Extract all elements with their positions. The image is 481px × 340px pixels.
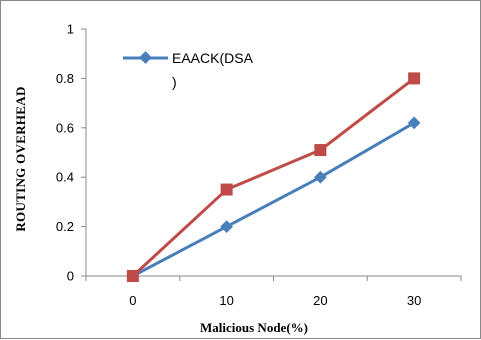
axes [81,28,462,281]
y-tick-label: 0.8 [56,71,74,86]
data-point-diamond [407,116,421,130]
data-point-diamond [220,220,233,233]
y-tick-label: 0.4 [56,170,74,185]
data-point-square [126,270,139,282]
data-point-square [220,183,233,196]
x-tick-label: 0 [129,293,136,308]
y-tick-label: 0.2 [56,219,74,234]
legend-diamond-marker [139,51,152,64]
y-tick-label: 1 [67,22,74,37]
y-tick-label: 0.6 [56,120,74,135]
legend-entry-line2: ) [172,74,177,90]
data-point-square [408,72,421,85]
x-axis-label: Malicious Node(%) [200,320,308,335]
series-line [132,121,415,278]
y-tick-labels: 0 0.2 0.4 0.6 0.8 1 [56,22,74,284]
data-point-diamond [314,170,327,184]
series-0 [126,116,421,283]
x-tick-label: 20 [313,293,327,308]
x-tick-label: 30 [407,293,421,308]
y-axis-label: ROUTING OVERHEAD [13,86,28,231]
x-tick-labels: 0 10 20 30 [129,293,421,308]
y-tick-label: 0 [67,269,74,284]
x-tick-label: 10 [219,293,233,308]
series-1 [126,72,421,282]
series-layer [126,72,421,283]
series-line [131,77,416,278]
legend: EAACK(DSA ) [123,50,254,90]
data-point-square [314,144,327,157]
legend-entry-line1: EAACK(DSA [172,50,254,66]
